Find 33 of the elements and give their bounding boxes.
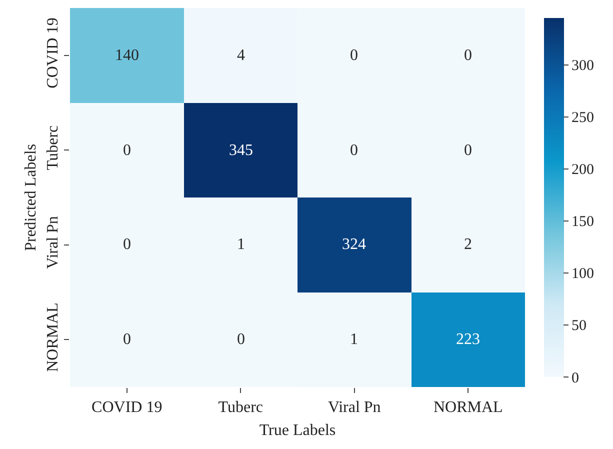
x-axis-title: True Labels [259,422,336,439]
data-label: 324 [342,236,366,253]
y-axis-title: Predicted Labels [22,144,40,252]
data-label: 0 [123,236,131,253]
y-tick-label: Viral Pn [44,216,62,269]
data-label: 0 [464,47,472,64]
data-label: 0 [464,142,472,159]
data-label: 1 [237,236,245,253]
x-tick-label: COVID 19 [92,399,162,416]
data-label: 1 [350,331,358,348]
data-label: 0 [237,331,245,348]
color-bar-label: 150 [572,214,594,230]
color-bar-label: 50 [572,318,586,334]
color-bar-label: 250 [572,110,594,126]
y-tick-label: Tuberc [44,125,62,170]
y-tick-label: NORMAL [44,302,62,372]
data-label: 0 [123,142,131,159]
data-label: 140 [115,47,139,64]
color-bar-label: 300 [572,58,594,74]
x-tick-label: Tuberc [218,399,264,416]
data-label: 4 [237,47,245,64]
x-tick-label: NORMAL [433,399,503,416]
color-bar-label: 0 [572,370,579,386]
x-tick-label: Viral Pn [328,399,381,416]
data-label: 0 [350,47,358,64]
data-label: 0 [350,142,358,159]
data-label: 345 [229,142,253,159]
y-tick-label: COVID 19 [44,18,62,88]
data-label: 2 [464,236,472,253]
data-label: 223 [456,331,480,348]
color-bar-label: 100 [572,266,594,282]
data-label: 0 [123,331,131,348]
color-bar-label: 200 [572,162,594,178]
